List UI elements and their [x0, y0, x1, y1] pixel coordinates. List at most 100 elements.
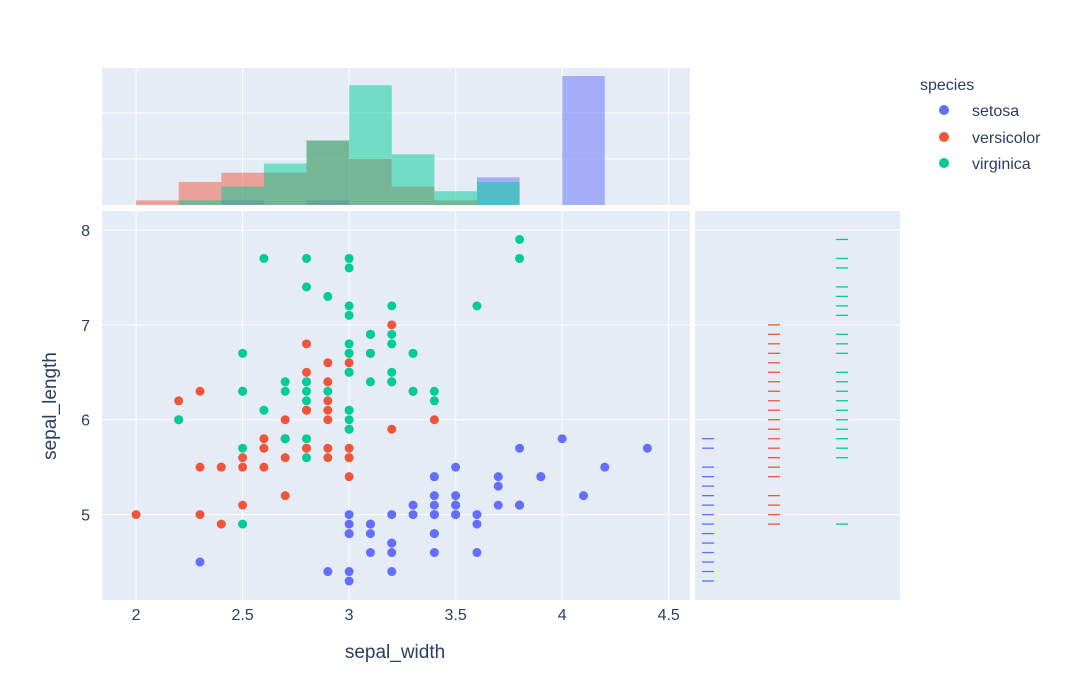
scatter-point-virginica[interactable]: [259, 405, 269, 415]
scatter-point-setosa[interactable]: [195, 557, 205, 567]
scatter-point-setosa[interactable]: [344, 576, 354, 586]
scatter-point-virginica[interactable]: [238, 386, 248, 396]
scatter-point-virginica[interactable]: [344, 424, 354, 434]
legend-item-setosa[interactable]: setosa: [939, 103, 1019, 120]
scatter-point-setosa[interactable]: [429, 548, 439, 558]
scatter-point-versicolor[interactable]: [302, 405, 312, 415]
scatter-point-setosa[interactable]: [472, 510, 482, 520]
histogram-bar-virginica[interactable]: [349, 85, 392, 205]
scatter-point-virginica[interactable]: [174, 415, 184, 425]
histogram-bar-virginica[interactable]: [221, 186, 264, 205]
scatter-point-setosa[interactable]: [493, 500, 503, 510]
scatter-point-virginica[interactable]: [280, 434, 290, 444]
scatter-point-virginica[interactable]: [280, 386, 290, 396]
scatter-point-virginica[interactable]: [408, 348, 418, 358]
scatter-point-versicolor[interactable]: [280, 453, 290, 463]
scatter-point-setosa[interactable]: [600, 462, 610, 472]
marginal-histogram[interactable]: [136, 76, 605, 205]
scatter-point-virginica[interactable]: [344, 263, 354, 273]
scatter-point-setosa[interactable]: [451, 462, 461, 472]
scatter-point-setosa[interactable]: [429, 500, 439, 510]
scatter-point-virginica[interactable]: [365, 377, 375, 387]
scatter-point-virginica[interactable]: [302, 453, 312, 463]
scatter-point-virginica[interactable]: [302, 377, 312, 387]
scatter-point-virginica[interactable]: [238, 348, 248, 358]
scatter-point-versicolor[interactable]: [174, 396, 184, 406]
scatter-point-setosa[interactable]: [451, 510, 461, 520]
histogram-bar-versicolor[interactable]: [136, 200, 179, 205]
scatter-point-versicolor[interactable]: [344, 358, 354, 368]
scatter-point-versicolor[interactable]: [429, 415, 439, 425]
scatter-point-setosa[interactable]: [472, 519, 482, 529]
scatter-point-virginica[interactable]: [344, 310, 354, 320]
scatter-point-virginica[interactable]: [344, 405, 354, 415]
scatter-point-versicolor[interactable]: [302, 443, 312, 453]
scatter-point-virginica[interactable]: [302, 282, 312, 292]
scatter-point-versicolor[interactable]: [323, 405, 333, 415]
histogram-bar-virginica[interactable]: [263, 163, 307, 205]
scatter-point-virginica[interactable]: [323, 386, 333, 396]
scatter-point-virginica[interactable]: [387, 377, 397, 387]
scatter-point-versicolor[interactable]: [238, 453, 248, 463]
scatter-point-setosa[interactable]: [365, 548, 375, 558]
scatter-points[interactable]: [131, 234, 652, 586]
scatter-point-virginica[interactable]: [344, 339, 354, 349]
scatter-point-versicolor[interactable]: [131, 510, 141, 520]
scatter-point-versicolor[interactable]: [238, 462, 248, 472]
scatter-point-setosa[interactable]: [536, 472, 546, 482]
scatter-point-setosa[interactable]: [493, 472, 503, 482]
scatter-point-versicolor[interactable]: [259, 443, 269, 453]
scatter-point-virginica[interactable]: [238, 443, 248, 453]
scatter-point-setosa[interactable]: [429, 529, 439, 539]
scatter-point-setosa[interactable]: [408, 510, 418, 520]
scatter-point-setosa[interactable]: [387, 548, 397, 558]
scatter-point-virginica[interactable]: [344, 301, 354, 311]
scatter-point-virginica[interactable]: [302, 253, 312, 263]
scatter-point-virginica[interactable]: [429, 396, 439, 406]
scatter-point-versicolor[interactable]: [323, 453, 333, 463]
scatter-point-setosa[interactable]: [515, 500, 525, 510]
scatter-point-virginica[interactable]: [515, 253, 525, 263]
scatter-point-virginica[interactable]: [302, 434, 312, 444]
histogram-bar-virginica[interactable]: [434, 191, 477, 205]
scatter-point-versicolor[interactable]: [195, 462, 205, 472]
scatter-point-setosa[interactable]: [387, 538, 397, 548]
histogram-bar-versicolor[interactable]: [178, 181, 222, 205]
scatter-point-setosa[interactable]: [323, 567, 333, 577]
scatter-point-versicolor[interactable]: [302, 367, 312, 377]
scatter-point-virginica[interactable]: [387, 339, 397, 349]
scatter-point-virginica[interactable]: [387, 329, 397, 339]
scatter-point-versicolor[interactable]: [302, 339, 312, 349]
scatter-point-setosa[interactable]: [578, 491, 588, 501]
scatter-point-versicolor[interactable]: [238, 500, 248, 510]
scatter-point-setosa[interactable]: [642, 443, 652, 453]
scatter-point-versicolor[interactable]: [323, 415, 333, 425]
histogram-bar-setosa[interactable]: [562, 76, 605, 205]
scatter-point-virginica[interactable]: [323, 291, 333, 301]
scatter-point-virginica[interactable]: [365, 348, 375, 358]
scatter-point-virginica[interactable]: [344, 415, 354, 425]
scatter-point-virginica[interactable]: [238, 519, 248, 529]
scatter-point-versicolor[interactable]: [323, 396, 333, 406]
scatter-point-versicolor[interactable]: [344, 443, 354, 453]
scatter-point-versicolor[interactable]: [259, 462, 269, 472]
scatter-point-virginica[interactable]: [387, 301, 397, 311]
scatter-point-virginica[interactable]: [344, 348, 354, 358]
scatter-point-setosa[interactable]: [344, 510, 354, 520]
scatter-point-versicolor[interactable]: [216, 462, 226, 472]
scatter-point-virginica[interactable]: [280, 377, 290, 387]
scatter-point-virginica[interactable]: [302, 396, 312, 406]
scatter-point-setosa[interactable]: [472, 548, 482, 558]
scatter-point-versicolor[interactable]: [344, 472, 354, 482]
scatter-point-versicolor[interactable]: [323, 443, 333, 453]
scatter-point-virginica[interactable]: [515, 234, 525, 244]
scatter-point-versicolor[interactable]: [216, 519, 226, 529]
histogram-bar-virginica[interactable]: [306, 140, 350, 206]
histogram-bar-virginica[interactable]: [476, 181, 520, 205]
scatter-point-virginica[interactable]: [429, 386, 439, 396]
scatter-point-versicolor[interactable]: [387, 424, 397, 434]
scatter-point-setosa[interactable]: [344, 567, 354, 577]
legend-item-versicolor[interactable]: versicolor: [939, 130, 1041, 147]
scatter-point-virginica[interactable]: [472, 301, 482, 311]
scatter-point-setosa[interactable]: [451, 491, 461, 501]
